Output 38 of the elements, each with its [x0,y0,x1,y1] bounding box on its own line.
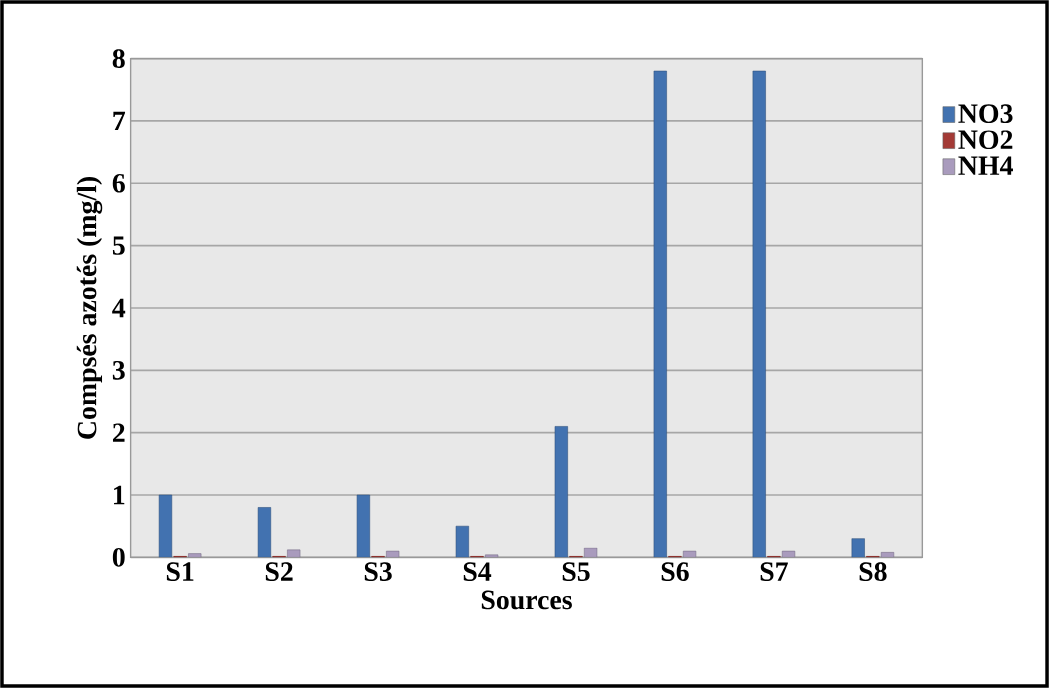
x-tick-label: S7 [760,562,788,581]
bar [257,507,272,558]
y-tick-label: 6 [112,173,125,193]
x-axis-title: Sources [481,590,572,610]
bar [287,549,301,558]
bar [781,550,796,558]
bar [653,70,667,558]
y-tick-label: 5 [112,236,125,255]
bar [158,494,173,558]
y-axis-title: Compsés azotés (mg/l) [76,177,103,439]
y-tick-label: 4 [112,298,126,318]
y-tick-label: 0 [112,547,125,567]
x-tick-label: S4 [463,562,492,581]
bar [752,70,766,558]
bar [386,550,400,558]
y-tick-label: 3 [112,360,125,380]
x-tick-label: S2 [265,562,293,581]
legend-label: NO3 [958,104,1013,124]
bar [584,547,598,558]
x-tick-label: S1 [166,562,194,581]
bar [682,550,697,558]
y-tick-label: 7 [113,111,126,131]
legend-label: NO2 [958,130,1013,150]
bar [188,553,202,558]
bar [880,552,895,558]
bar [485,554,499,558]
x-tick-label: S6 [661,562,689,581]
x-tick-label: S8 [859,562,887,582]
bar [851,538,865,558]
legend-label: NH4 [958,156,1013,175]
x-tick-label: S3 [364,562,392,581]
x-tick-label: S5 [562,562,590,581]
bar [356,494,371,558]
y-tick-label: 1 [114,485,125,505]
y-tick-label: 2 [112,423,125,442]
bar [554,426,568,558]
y-tick-label: 8 [112,49,125,68]
bar [455,525,469,558]
